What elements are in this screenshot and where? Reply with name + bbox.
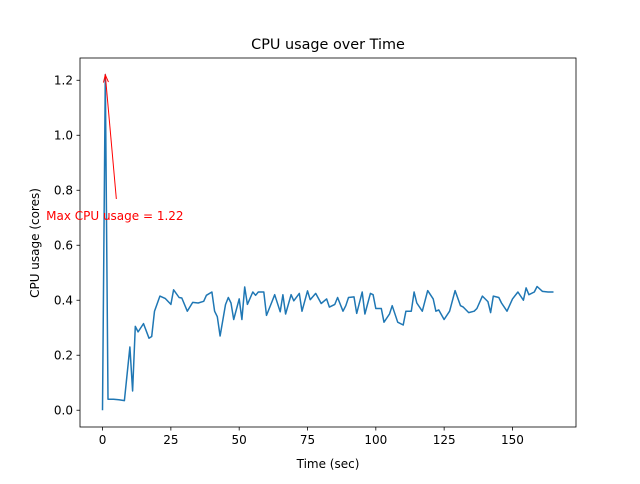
y-tick-label: 0.6 <box>54 239 73 253</box>
y-tick-label: 1.0 <box>54 129 73 143</box>
x-tick-label: 75 <box>300 433 315 447</box>
y-tick-label: 0.2 <box>54 349 73 363</box>
chart-title: CPU usage over Time <box>251 37 405 53</box>
x-tick-label: 125 <box>433 433 456 447</box>
y-tick-label: 1.2 <box>54 74 73 88</box>
annotation-arrow-head <box>102 73 109 83</box>
series-line-0 <box>101 74 554 411</box>
y-tick-label: 0.8 <box>54 184 73 198</box>
x-tick-label: 50 <box>232 433 247 447</box>
y-tick-label: 0.4 <box>54 294 73 308</box>
y-axis: 0.0 0.2 0.4 0.6 0.8 1.0 1.2 <box>54 74 80 418</box>
plot-area <box>101 74 554 411</box>
x-tick-label: 100 <box>364 433 387 447</box>
x-tick-label: 0 <box>99 433 107 447</box>
y-tick-label: 0.0 <box>54 404 73 418</box>
x-axis-label: Time (sec) <box>296 457 360 471</box>
annotation-label: Max CPU usage = 1.22 <box>46 209 183 223</box>
y-axis-label: CPU usage (cores) <box>28 188 42 298</box>
x-tick-label: 150 <box>501 433 524 447</box>
axes-frame <box>79 57 577 428</box>
x-axis: 0 25 50 75 100 125 150 <box>99 427 524 447</box>
x-tick-label: 25 <box>163 433 178 447</box>
annotation-arrow-line <box>104 74 117 200</box>
annotation: Max CPU usage = 1.22 <box>46 73 184 223</box>
